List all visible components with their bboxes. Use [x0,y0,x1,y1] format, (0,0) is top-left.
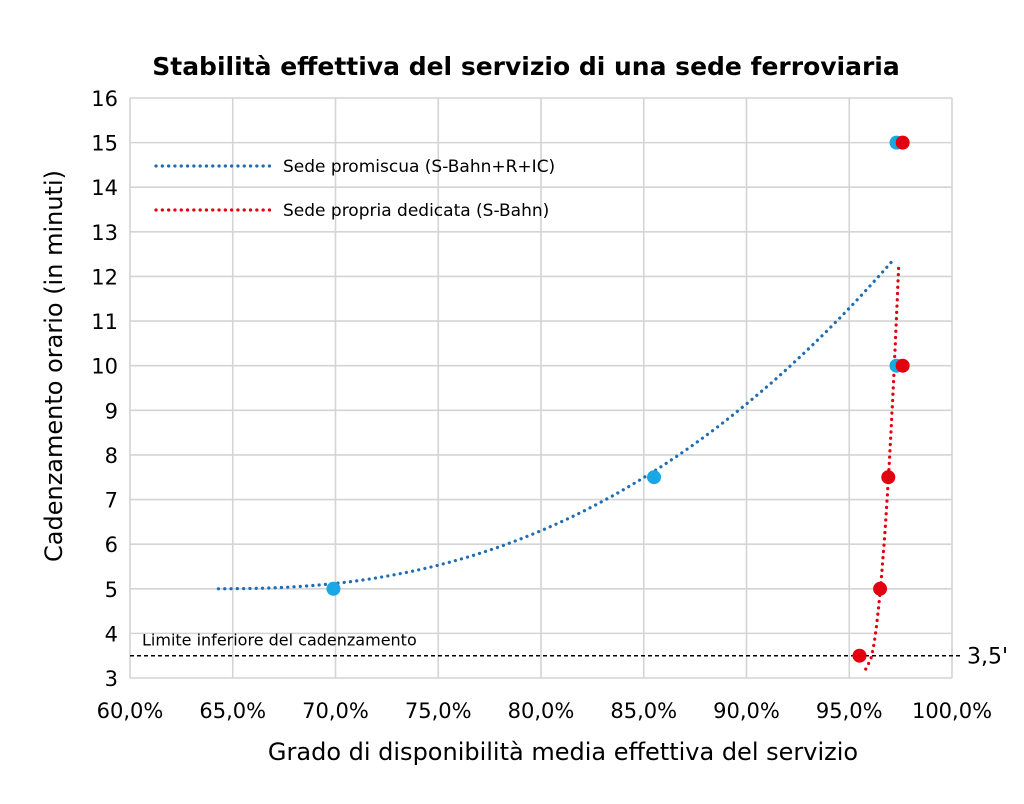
x-tick-label: 65,0% [199,699,266,723]
reference-line-group: 3,5' Limite inferiore del cadenzamento [130,631,1008,670]
y-tick-label: 14 [91,176,118,200]
data-points [326,135,910,663]
trendline-dedicata [864,261,901,671]
data-point-dedicata [895,135,910,150]
x-axis-title: Grado di disponibilità media effettiva d… [268,738,858,766]
grid [129,97,953,679]
y-tick-label: 16 [91,87,118,111]
reference-line-note: Limite inferiore del cadenzamento [142,631,417,650]
y-tick-label: 5 [105,578,118,602]
y-tick-label: 9 [105,399,118,423]
y-tick-label: 8 [105,444,118,468]
chart-title: Stabilità effettiva del servizio di una … [152,52,900,81]
y-tick-label: 13 [91,221,118,245]
y-tick-label: 12 [91,265,118,289]
axes: 3 4 5 6 7 8 9 10 11 12 13 14 15 16 60,0% 65,0% 70,0% 75,0… [91,87,992,723]
legend-label-dedicata: Sede propria dedicata (S-Bahn) [283,201,549,221]
data-point-dedicata [873,581,888,596]
data-point-promiscua [647,470,662,485]
y-tick-label: 11 [91,310,118,334]
x-tick-label: 95,0% [816,699,883,723]
data-point-promiscua [326,581,341,596]
x-tick-label: 100,0% [912,699,992,723]
reference-line-label: 3,5' [967,645,1008,670]
x-tick-label: 60,0% [97,699,164,723]
legend-label-promiscua: Sede promiscua (S-Bahn+R+IC) [283,157,555,177]
legend: Sede promiscua (S-Bahn+R+IC) Sede propria… [154,157,555,221]
y-axis-title: Cadenzamento orario (in minuti) [40,170,68,562]
y-tick-label: 15 [91,132,118,156]
x-tick-label: 90,0% [713,699,780,723]
trendline-promiscua [216,257,897,591]
y-tick-label: 6 [105,533,118,557]
y-tick-label: 7 [105,489,118,513]
y-tick-label: 3 [105,667,118,691]
data-point-dedicata [881,470,896,485]
data-point-dedicata [852,648,867,663]
x-tick-label: 85,0% [610,699,677,723]
x-tick-label: 80,0% [508,699,575,723]
y-tick-label: 10 [91,355,118,379]
y-tick-label: 4 [105,622,118,646]
data-point-dedicata [895,358,910,373]
trendlines [216,257,901,671]
x-tick-label: 70,0% [302,699,369,723]
x-tick-label: 75,0% [405,699,472,723]
